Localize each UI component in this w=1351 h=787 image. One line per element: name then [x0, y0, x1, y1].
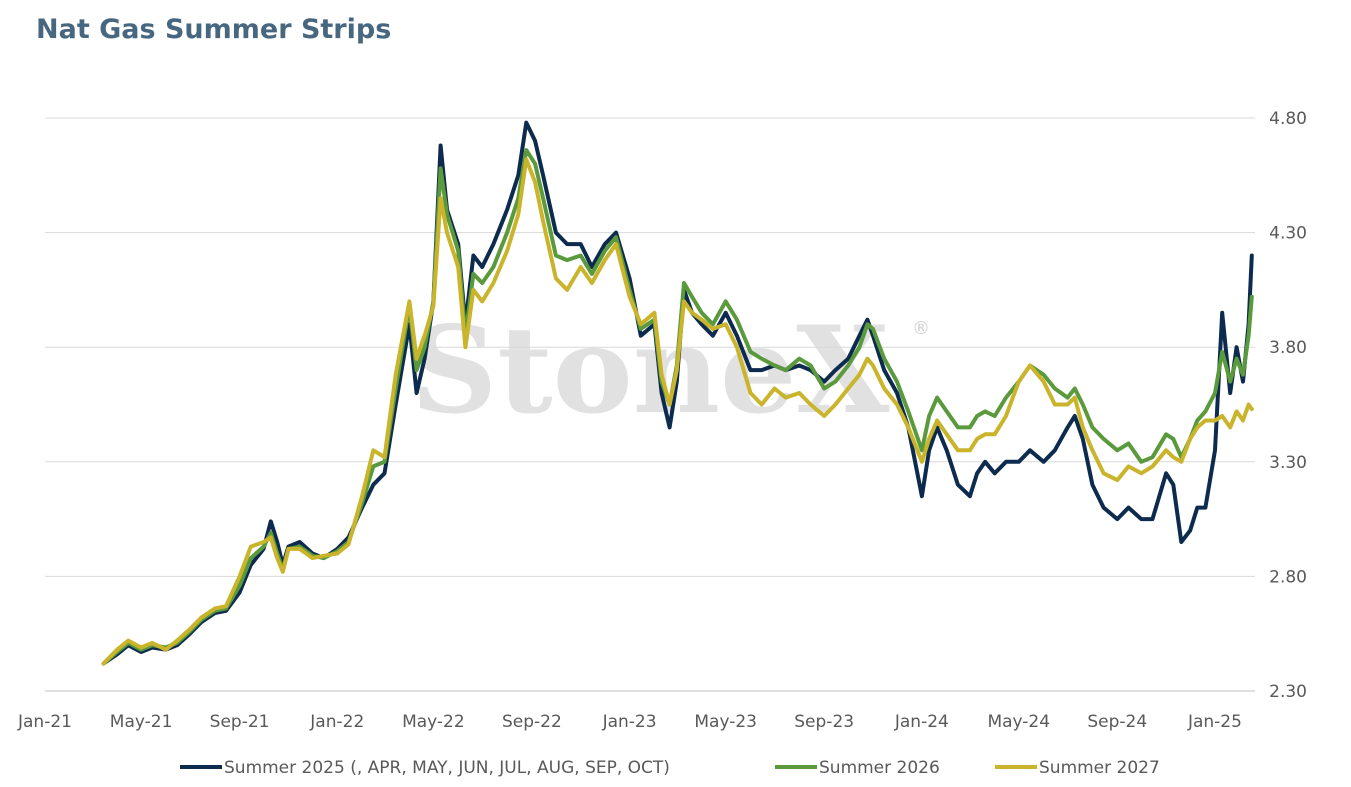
y-tick-label: 2.30	[1269, 682, 1307, 702]
x-tick-label: Sep-23	[794, 712, 854, 732]
x-tick-label: Jan-24	[894, 712, 949, 732]
series-line-3	[101, 157, 1254, 666]
legend: Summer 2025 (, APR, MAY, JUN, JUL, AUG, …	[180, 758, 1160, 778]
x-tick-label: May-21	[110, 712, 173, 732]
legend-label-3: Summer 2027	[1039, 758, 1160, 778]
watermark-registered-mark: ®	[912, 318, 930, 339]
y-tick-label: 3.30	[1269, 453, 1307, 473]
y-tick-label: 4.30	[1269, 224, 1307, 244]
legend-label-1: Summer 2025 (, APR, MAY, JUN, JUL, AUG, …	[224, 758, 670, 778]
chart-title: Nat Gas Summer Strips	[36, 14, 392, 45]
legend-label-2: Summer 2026	[819, 758, 940, 778]
axis-labels: 2.30 2.80 3.30 3.80 4.30 4.80 Jan-21 May-21 Sep-…	[17, 109, 1307, 732]
y-tick-label: 3.80	[1269, 338, 1307, 358]
x-tick-label: Jan-22	[309, 712, 364, 732]
x-tick-label: May-22	[402, 712, 465, 732]
x-tick-label: Sep-22	[502, 712, 562, 732]
y-tick-label: 4.80	[1269, 109, 1307, 129]
series-line-1	[101, 120, 1254, 666]
series-lines	[101, 120, 1254, 666]
x-tick-label: Sep-24	[1087, 712, 1147, 732]
x-tick-label: Jan-25	[1187, 712, 1242, 732]
x-tick-label: May-23	[694, 712, 757, 732]
x-tick-label: Jan-21	[17, 712, 72, 732]
x-tick-label: Jan-23	[602, 712, 657, 732]
y-tick-label: 2.80	[1269, 567, 1307, 587]
x-tick-label: Sep-21	[210, 712, 270, 732]
x-tick-label: May-24	[987, 712, 1050, 732]
